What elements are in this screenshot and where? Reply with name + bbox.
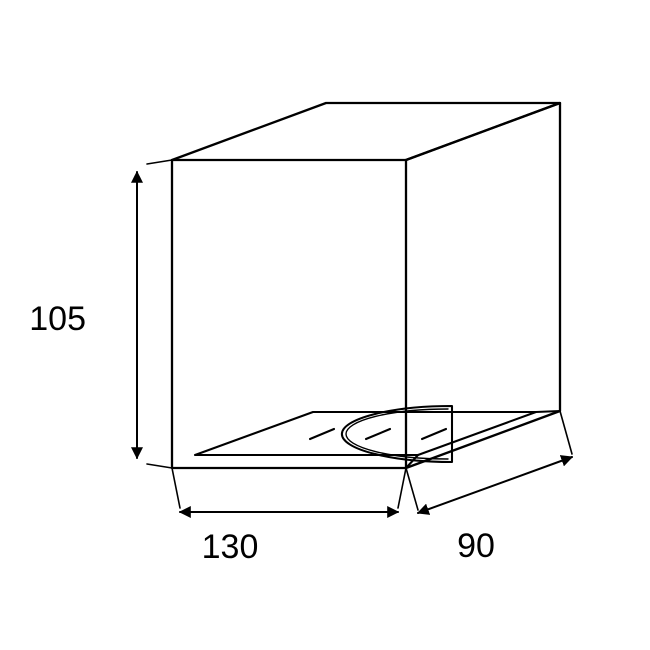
dimension-drawing: 105 130 90 xyxy=(0,0,650,650)
lens-slot-2 xyxy=(422,429,446,439)
side-face xyxy=(406,103,560,468)
top-face xyxy=(172,103,560,160)
dim-label-height: 105 xyxy=(29,300,86,338)
dim-label-depth: 90 xyxy=(457,527,495,565)
lens-slot-0 xyxy=(310,429,334,439)
lens-slot-1 xyxy=(366,429,390,439)
dim-line-depth xyxy=(418,457,572,513)
dim-label-width: 130 xyxy=(202,528,259,566)
